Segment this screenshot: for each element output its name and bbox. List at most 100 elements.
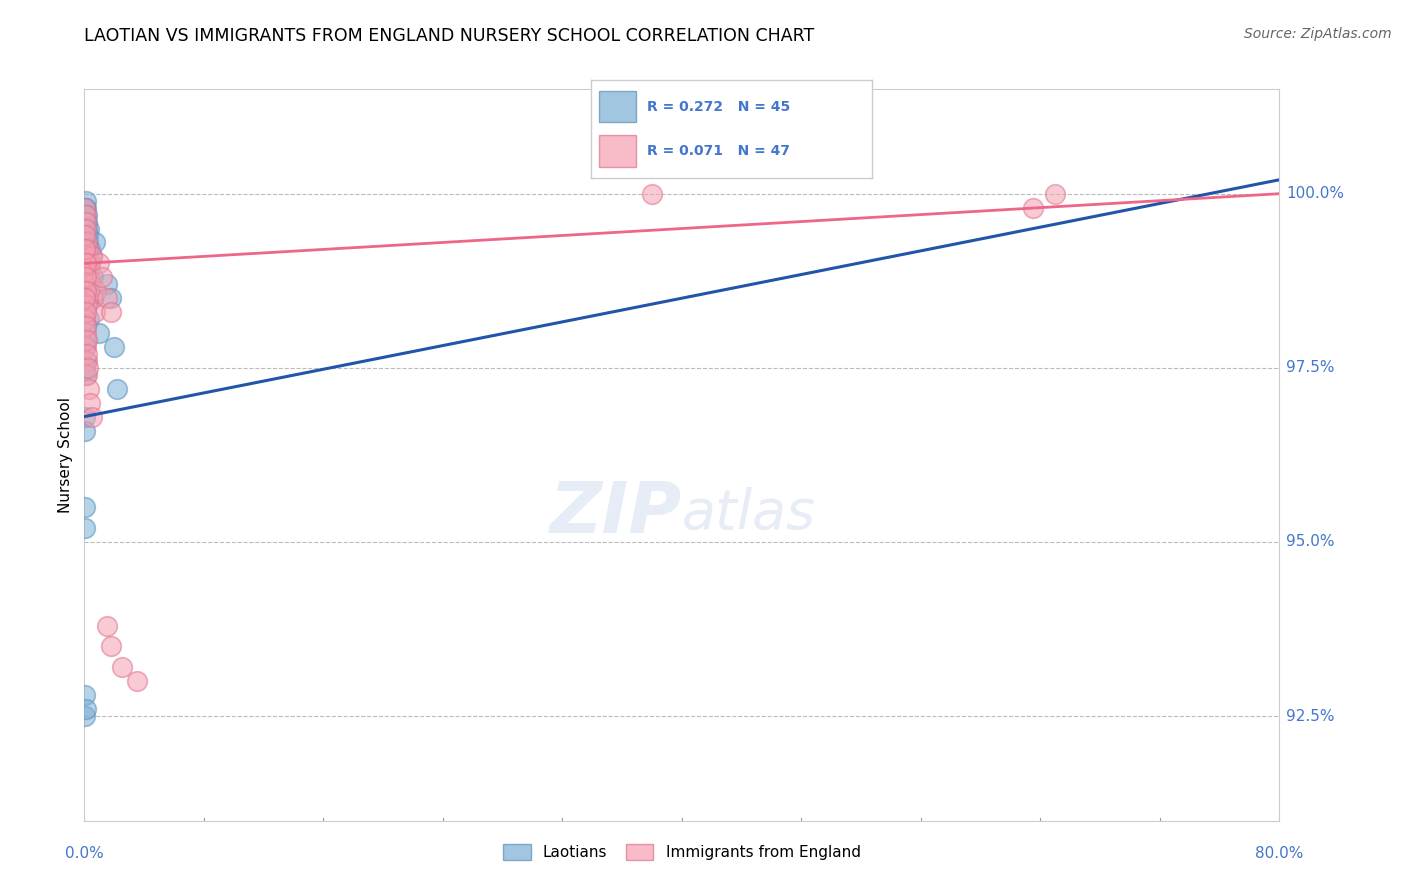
Point [75,500,97,515]
Y-axis label: Nursery School: Nursery School [58,397,73,513]
Point [76,368,98,382]
Point [76,360,98,375]
Point [77,270,100,285]
Point [75,326,97,340]
Point [96,291,118,305]
Point [75,263,97,277]
Point [75,256,97,270]
Point [75,305,97,319]
Point [1045,186,1067,201]
Point [75,688,97,702]
Point [82,270,104,285]
Point [75,201,97,215]
Text: 80.0%: 80.0% [1256,846,1303,861]
Point [100,640,122,654]
Text: 95.0%: 95.0% [1286,534,1334,549]
Point [75,221,97,235]
Point [79,256,101,270]
Point [82,291,104,305]
Point [100,291,122,305]
Point [75,702,97,716]
Point [79,256,101,270]
Point [76,354,98,368]
Point [80,249,103,263]
Text: Source: ZipAtlas.com: Source: ZipAtlas.com [1244,27,1392,41]
Text: ZIP: ZIP [550,479,682,548]
Text: atlas: atlas [682,487,815,540]
Point [75,214,97,228]
Text: 92.5%: 92.5% [1286,708,1334,723]
Point [76,291,98,305]
Point [76,235,98,250]
Bar [599,136,636,167]
Point [75,201,97,215]
Legend: Laotians, Immigrants from England: Laotians, Immigrants from England [496,837,868,868]
Point [77,263,100,277]
Point [82,291,104,305]
Point [89,256,111,270]
Bar [599,91,636,122]
Point [75,354,97,368]
Point [76,298,98,312]
Text: R = 0.071   N = 47: R = 0.071 N = 47 [647,144,790,158]
Point [96,618,118,632]
Point [79,395,101,409]
Point [105,382,128,396]
Point [76,214,98,228]
Point [96,277,118,292]
Point [76,243,98,257]
Point [125,674,148,689]
Point [77,221,100,235]
Point [79,243,101,257]
Point [76,333,98,347]
Point [75,208,97,222]
Text: 100.0%: 100.0% [1286,186,1344,202]
Point [83,235,105,250]
Point [76,284,98,298]
Text: LAOTIAN VS IMMIGRANTS FROM ENGLAND NURSERY SCHOOL CORRELATION CHART: LAOTIAN VS IMMIGRANTS FROM ENGLAND NURSE… [84,27,814,45]
Point [641,186,664,201]
Point [75,194,97,208]
Point [75,312,97,326]
Point [80,409,103,424]
Point [77,312,100,326]
Point [75,270,97,285]
Point [75,243,97,257]
Point [76,208,98,222]
Point [75,243,97,257]
Point [75,521,97,535]
Point [75,424,97,438]
Point [75,319,97,334]
Point [103,340,125,354]
Point [76,228,98,243]
Text: 0.0%: 0.0% [65,846,104,861]
Text: 97.5%: 97.5% [1286,360,1334,376]
Point [75,333,97,347]
Point [79,277,101,292]
Point [76,249,98,263]
Point [75,340,97,354]
Point [100,305,122,319]
Point [76,221,98,235]
Point [83,305,105,319]
Point [75,368,97,382]
Point [111,660,134,674]
Point [80,249,103,263]
Point [76,298,98,312]
Point [75,228,97,243]
Point [75,409,97,424]
Point [75,291,97,305]
Point [75,284,97,298]
Point [76,256,98,270]
Point [75,291,97,305]
Point [75,319,97,334]
Point [76,347,98,361]
Point [86,284,108,298]
Point [77,382,100,396]
Point [75,201,97,215]
Point [75,305,97,319]
Point [75,340,97,354]
Point [75,214,97,228]
Point [89,326,111,340]
Point [91,270,114,285]
